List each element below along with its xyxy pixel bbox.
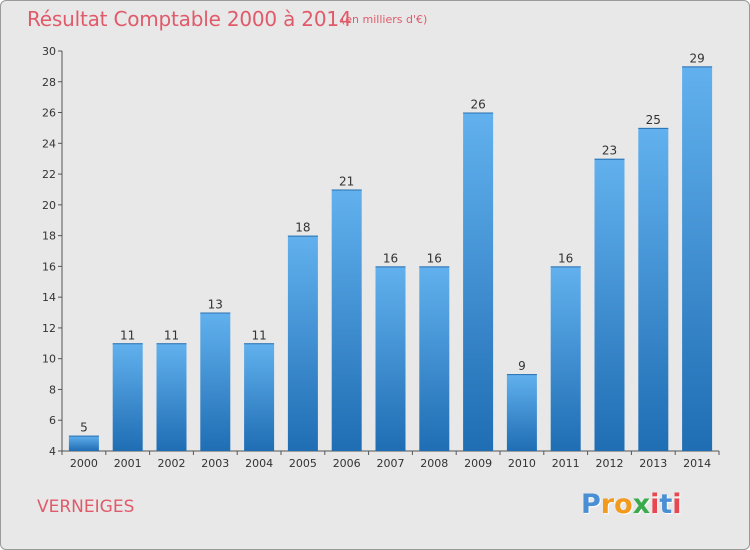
y-axis: 4 6 8 10 12 14 16 18 20 22 24 26 28 30: [42, 45, 63, 458]
data-label-2013: 25: [646, 113, 661, 127]
data-labels: 5 11 11 13 11 18 21 16 16 26 9 16 23 25 29: [80, 51, 705, 434]
data-label-2001: 11: [120, 328, 135, 342]
y-tick-label: 6: [49, 414, 56, 427]
x-tick-label: 2010: [508, 457, 536, 470]
logo-letter: x: [632, 489, 651, 520]
bar-2011: [550, 266, 581, 451]
x-tick-label: 2003: [201, 457, 229, 470]
y-tick-label: 16: [42, 260, 56, 273]
bar-2001: [112, 343, 143, 451]
y-tick-label: 18: [42, 230, 56, 243]
x-tick-label: 2012: [596, 457, 624, 470]
data-label-2006: 21: [339, 174, 354, 188]
data-label-2010: 9: [518, 359, 526, 373]
y-tick-label: 30: [42, 45, 56, 58]
y-tick-label: 28: [42, 76, 56, 89]
x-tick-label: 2013: [639, 457, 667, 470]
logo-letter: i: [672, 489, 682, 520]
logo-letter: P: [581, 489, 601, 520]
x-tick-label: 2006: [333, 457, 361, 470]
bar-2013: [638, 127, 669, 451]
data-label-2008: 16: [427, 251, 442, 265]
y-tick-label: 8: [49, 383, 56, 396]
y-tick-label: 24: [42, 137, 56, 150]
data-label-2007: 16: [383, 251, 398, 265]
bar-2010: [506, 374, 537, 451]
bar-2007: [375, 266, 406, 451]
chart-title: Résultat Comptable 2000 à 2014: [27, 7, 352, 31]
x-tick-label: 2014: [683, 457, 711, 470]
y-tick-label: 26: [42, 107, 56, 120]
data-label-2012: 23: [602, 144, 617, 158]
bars: [68, 66, 713, 452]
proxiti-logo: Proxiti: [581, 489, 682, 520]
commune-name: VERNEIGES: [37, 497, 135, 517]
bar-2014: [682, 66, 713, 451]
data-label-2000: 5: [80, 421, 88, 435]
y-tick-label: 12: [42, 322, 56, 335]
x-tick-label: 2001: [114, 457, 142, 470]
bar-2000: [68, 435, 99, 451]
bar-2005: [287, 235, 318, 451]
y-tick-label: 10: [42, 353, 56, 366]
bar-2006: [331, 189, 362, 451]
bar-2003: [200, 312, 231, 451]
data-label-2011: 16: [558, 251, 573, 265]
data-label-2009: 26: [470, 98, 485, 112]
y-tick-label: 4: [49, 445, 56, 458]
logo-letter: i: [650, 489, 660, 520]
data-label-2004: 11: [251, 328, 266, 342]
x-tick-label: 2004: [245, 457, 273, 470]
data-label-2014: 29: [689, 51, 704, 65]
y-tick-label: 22: [42, 168, 56, 181]
bar-2008: [419, 266, 450, 451]
x-tick-label: 2002: [158, 457, 186, 470]
x-tick-label: 2008: [420, 457, 448, 470]
y-tick-label: 14: [42, 291, 56, 304]
data-label-2005: 18: [295, 221, 310, 235]
x-axis: 2000 2001 2002 2003 2004 2005 2006 2007 2008 2009…: [61, 450, 720, 470]
x-tick-label: 2000: [70, 457, 98, 470]
logo-letter: o: [614, 489, 633, 520]
x-tick-label: 2011: [552, 457, 580, 470]
bar-2009: [463, 112, 494, 452]
bar-2012: [594, 158, 625, 451]
chart-subtitle: (en milliers d'€): [341, 13, 428, 26]
x-tick-label: 2009: [464, 457, 492, 470]
logo-letter: r: [600, 489, 615, 520]
x-tick-label: 2007: [377, 457, 405, 470]
bar-2004: [244, 343, 275, 451]
bar-2002: [156, 343, 187, 451]
x-tick-label: 2005: [289, 457, 317, 470]
data-label-2002: 11: [164, 328, 179, 342]
data-label-2003: 13: [208, 298, 223, 312]
y-tick-label: 20: [42, 199, 56, 212]
logo-letter: t: [659, 489, 673, 520]
